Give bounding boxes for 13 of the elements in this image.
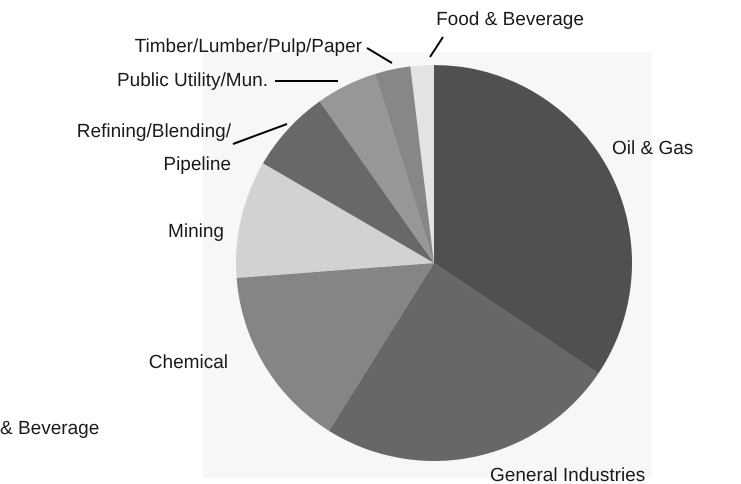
slice-label: General Industries: [490, 465, 646, 484]
slice-label: Timber/Lumber/Pulp/Paper: [134, 36, 363, 57]
pie-slice: [236, 163, 434, 278]
pie-slice: [410, 65, 434, 263]
slice-label: Oil & Gas: [612, 138, 694, 159]
pie-slice: [434, 65, 632, 374]
text: & Beverage: [0, 418, 100, 439]
slice-label: Chemical: [148, 352, 228, 373]
slice-label: Refining/Blending/Pipeline: [76, 121, 232, 175]
slice-label: Mining: [168, 221, 224, 242]
pie-slice: [320, 74, 434, 263]
slice-label: Food & Beverage: [436, 9, 584, 30]
slice-label: Public Utility/Mun.: [117, 70, 268, 91]
